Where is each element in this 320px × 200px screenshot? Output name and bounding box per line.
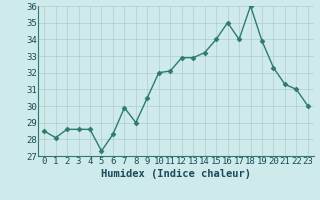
X-axis label: Humidex (Indice chaleur): Humidex (Indice chaleur) [101,169,251,179]
